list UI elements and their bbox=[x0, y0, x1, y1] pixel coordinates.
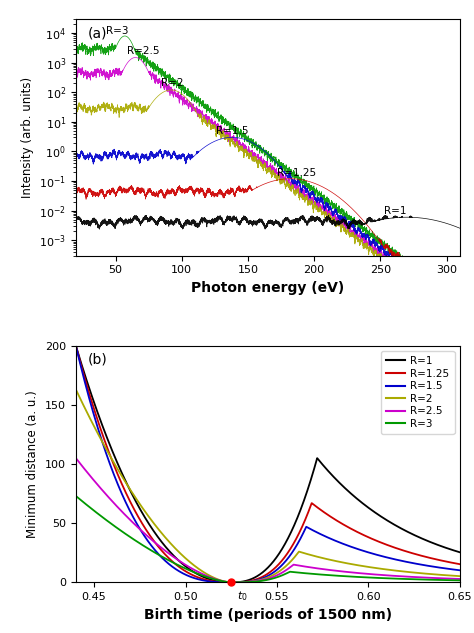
R=2.5 bbox=[237, 579, 243, 586]
Text: R=3: R=3 bbox=[106, 27, 129, 37]
Legend: R=1, R=1.25, R=1.5, R=2, R=2.5, R=3: R=1, R=1.25, R=1.5, R=2, R=2.5, R=3 bbox=[381, 351, 455, 434]
R=1.25 bbox=[237, 579, 243, 586]
R=2 bbox=[73, 385, 79, 393]
R=3 bbox=[228, 579, 234, 586]
Line: R=3: R=3 bbox=[76, 496, 460, 582]
R=1.25 bbox=[457, 560, 463, 568]
R=2.5 bbox=[408, 573, 414, 580]
R=3 bbox=[117, 526, 122, 534]
R=2.5 bbox=[457, 575, 463, 583]
R=2 bbox=[220, 577, 226, 585]
X-axis label: Birth time (periods of 1500 nm): Birth time (periods of 1500 nm) bbox=[144, 608, 392, 622]
R=2.5 bbox=[73, 454, 79, 462]
R=1 bbox=[228, 579, 234, 586]
Line: R=1.25: R=1.25 bbox=[76, 346, 460, 582]
R=1 bbox=[117, 464, 122, 472]
R=1.5 bbox=[139, 529, 145, 537]
R=2 bbox=[449, 572, 455, 579]
R=1.5 bbox=[228, 579, 234, 586]
R=2 bbox=[139, 504, 145, 511]
Line: R=2.5: R=2.5 bbox=[76, 458, 460, 582]
R=1.5 bbox=[117, 485, 122, 492]
R=3 bbox=[139, 541, 145, 549]
R=1.25 bbox=[117, 475, 122, 483]
Text: R=1.5: R=1.5 bbox=[216, 127, 249, 136]
R=2 bbox=[228, 579, 234, 586]
Line: R=2: R=2 bbox=[76, 389, 460, 582]
R=1 bbox=[220, 578, 226, 586]
R=1 bbox=[139, 510, 145, 517]
R=1.25 bbox=[73, 342, 79, 349]
R=2.5 bbox=[139, 528, 145, 536]
R=1.5 bbox=[237, 579, 243, 586]
R=2 bbox=[237, 579, 243, 586]
Line: R=1.5: R=1.5 bbox=[76, 346, 460, 582]
R=1 bbox=[237, 578, 243, 586]
Text: (a): (a) bbox=[87, 26, 107, 40]
Line: R=1: R=1 bbox=[76, 346, 460, 582]
R=2 bbox=[457, 572, 463, 580]
R=1.5 bbox=[449, 565, 455, 573]
R=1 bbox=[73, 342, 79, 349]
R=1.25 bbox=[220, 579, 226, 586]
R=1.5 bbox=[457, 567, 463, 574]
Y-axis label: Intensity (arb. units): Intensity (arb. units) bbox=[20, 77, 34, 198]
R=1.25 bbox=[139, 520, 145, 528]
X-axis label: Photon energy (eV): Photon energy (eV) bbox=[191, 281, 345, 295]
Y-axis label: Minimum distance (a. u.): Minimum distance (a. u.) bbox=[27, 390, 39, 538]
R=2.5 bbox=[449, 575, 455, 582]
R=2 bbox=[117, 468, 122, 476]
R=1.5 bbox=[73, 342, 79, 349]
R=1.5 bbox=[220, 579, 226, 586]
R=1.25 bbox=[408, 549, 414, 556]
R=2.5 bbox=[220, 577, 226, 585]
Text: (b): (b) bbox=[87, 353, 107, 367]
R=3 bbox=[408, 575, 414, 583]
R=1 bbox=[457, 548, 463, 556]
Text: R=2: R=2 bbox=[161, 78, 183, 88]
R=1 bbox=[449, 546, 455, 554]
R=3 bbox=[73, 492, 79, 500]
Text: R=2.5: R=2.5 bbox=[128, 46, 160, 56]
R=1.25 bbox=[228, 579, 234, 586]
R=1 bbox=[408, 530, 414, 537]
R=1.25 bbox=[449, 559, 455, 567]
Text: $t_0$: $t_0$ bbox=[237, 589, 247, 603]
R=1.5 bbox=[408, 559, 414, 567]
R=2.5 bbox=[228, 579, 234, 586]
Text: R=1: R=1 bbox=[384, 206, 407, 215]
R=3 bbox=[449, 577, 455, 584]
R=2 bbox=[408, 568, 414, 576]
Text: R=1.25: R=1.25 bbox=[277, 168, 316, 178]
R=3 bbox=[457, 577, 463, 584]
R=3 bbox=[237, 579, 243, 586]
R=3 bbox=[220, 577, 226, 585]
R=2.5 bbox=[117, 505, 122, 513]
